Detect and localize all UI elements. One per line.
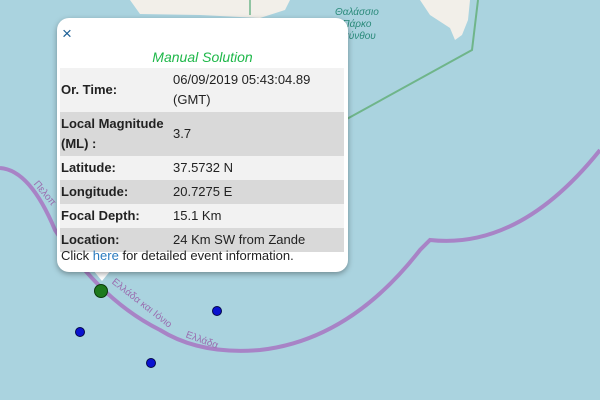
row-value: 24 Km SW from Zande — [173, 232, 306, 247]
row-value: 20.7275 E — [173, 184, 233, 199]
table-row: Longitude: 20.7275 E — [60, 180, 344, 204]
event-details-table: Or. Time: 06/09/2019 05:43:04.89 (GMT) Lo… — [60, 68, 344, 252]
close-icon[interactable]: × — [62, 24, 72, 43]
row-label: Local Magnitude (ML) : — [61, 116, 164, 151]
popup-pointer — [93, 270, 111, 281]
popup-title: Manual Solution — [152, 49, 253, 65]
event-marker-selected[interactable] — [94, 284, 108, 298]
sea-label-line: Θαλάσσιο — [335, 7, 379, 18]
event-marker[interactable] — [212, 306, 222, 316]
sea-label: Θαλάσσιο Πάρκο ακύνθου — [335, 7, 379, 43]
island-land — [420, 0, 470, 40]
boundary-line — [0, 148, 600, 353]
details-link[interactable]: here — [92, 248, 119, 263]
footer-suffix: for detailed event information. — [122, 248, 294, 263]
table-row: Latitude: 37.5732 N — [60, 156, 344, 180]
table-row: Local Magnitude (ML) : 3.7 — [60, 112, 344, 156]
row-label: Longitude: — [61, 184, 129, 199]
row-value: 3.7 — [173, 126, 192, 141]
sea-label-line: Πάρκο — [342, 19, 372, 30]
marine-park-boundary — [344, 0, 479, 121]
land-area — [130, 0, 290, 18]
row-value: 37.5732 N — [173, 160, 233, 175]
details-footer: Click here for detailed event informatio… — [61, 248, 294, 263]
footer-prefix: Click — [61, 248, 90, 263]
sea-label-line: ακύνθου — [338, 31, 376, 42]
row-value: 15.1 Km — [173, 208, 222, 223]
table-row: Or. Time: 06/09/2019 05:43:04.89 (GMT) — [60, 68, 344, 112]
row-value: 06/09/2019 05:43:04.89 (GMT) — [173, 72, 311, 107]
event-popup: × Manual Solution Or. Time: 06/09/2019 05… — [57, 18, 348, 272]
row-label: Or. Time: — [61, 82, 118, 97]
row-label: Focal Depth: — [61, 208, 140, 223]
event-marker[interactable] — [75, 327, 85, 337]
table-row: Focal Depth: 15.1 Km — [60, 204, 344, 228]
table-row: Location: 24 Km SW from Zande — [60, 228, 344, 252]
row-label: Latitude: — [61, 160, 116, 175]
event-marker[interactable] — [146, 358, 156, 368]
row-label: Location: — [61, 232, 120, 247]
